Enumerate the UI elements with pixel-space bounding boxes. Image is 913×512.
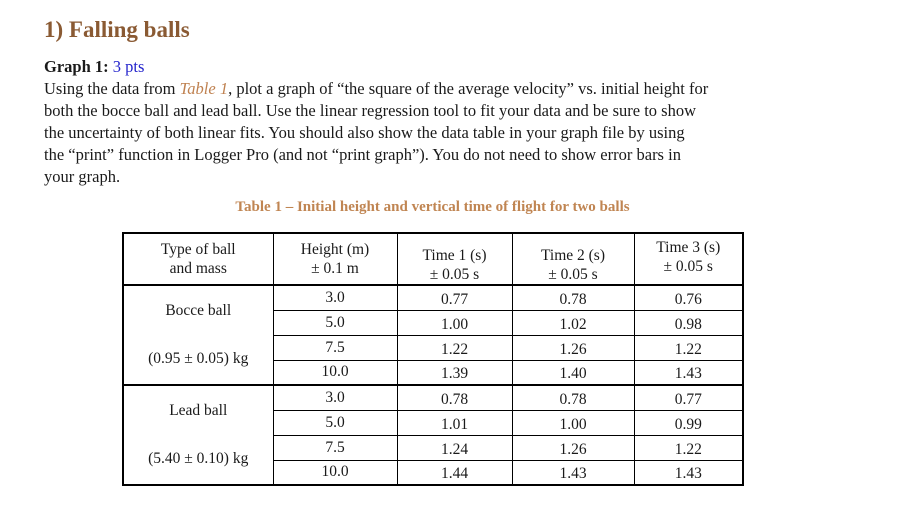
- paragraph-line-2: both the bocce ball and lead ball. Use t…: [44, 101, 697, 120]
- time3-cell: 0.98: [633, 309, 744, 336]
- height-cell: 3.0: [272, 284, 398, 311]
- paragraph-line-5: your graph.: [44, 167, 121, 186]
- time2-cell: 1.43: [511, 459, 635, 486]
- header-cell-height: Height (m) ± 0.1 m: [272, 232, 398, 286]
- table-header-row: Type of ball and mass Height (m) ± 0.1 m…: [122, 232, 744, 286]
- ball-name: Bocce ball: [165, 301, 232, 319]
- header-line: ± 0.05 s: [429, 266, 480, 283]
- time3-cell: 0.77: [633, 384, 744, 411]
- header-cell-time1: Time 1 (s) ± 0.05 s: [396, 232, 513, 286]
- height-cell: 7.5: [272, 334, 398, 361]
- instructions-block: Graph 1: 3 pts Using the data from Table…: [44, 56, 869, 188]
- time1-cell: 1.39: [396, 359, 513, 386]
- table-row: 5.0 1.01 1.00 0.99: [123, 409, 744, 436]
- time1-cell: 1.22: [396, 334, 513, 361]
- time1-cell: 0.78: [396, 384, 513, 411]
- time3-cell: 1.22: [633, 334, 744, 361]
- ball-name: Lead ball: [169, 401, 228, 419]
- section-heading: 1) Falling balls: [44, 17, 190, 42]
- height-cell: 5.0: [272, 409, 398, 436]
- header-line: ± 0.05 s: [548, 266, 598, 283]
- table-caption: Table 1 – Initial height and vertical ti…: [235, 199, 630, 215]
- data-table: Type of ball and mass Height (m) ± 0.1 m…: [122, 232, 744, 486]
- time3-cell: 0.99: [633, 409, 744, 436]
- paragraph-text: Using the data from: [44, 79, 180, 98]
- time1-cell: 1.01: [396, 409, 513, 436]
- time3-cell: 0.76: [633, 284, 744, 311]
- paragraph-line-1: Using the data from Table 1, plot a grap…: [44, 78, 869, 100]
- height-cell: 5.0: [272, 309, 398, 336]
- time1-cell: 1.24: [396, 434, 513, 461]
- time3-cell: 1.22: [633, 434, 744, 461]
- header-cell-ball-type: Type of ball and mass: [122, 232, 274, 286]
- header-line: and mass: [169, 260, 227, 277]
- table-row: 5.0 1.00 1.02 0.98: [123, 309, 744, 336]
- table-1-reference: Table 1: [179, 79, 229, 98]
- time1-cell: 1.00: [396, 309, 513, 336]
- ball-label-wrap: Bocce ball (0.95 ± 0.05) kg: [124, 287, 272, 384]
- paragraph-line-3: the uncertainty of both linear fits. You…: [44, 123, 685, 142]
- time2-cell: 1.26: [511, 434, 635, 461]
- paragraph-line-4: the “print” function in Logger Pro (and …: [44, 145, 681, 164]
- height-cell: 7.5: [272, 434, 398, 461]
- header-cell-time3: Time 3 (s) ± 0.05 s: [633, 232, 744, 286]
- ball-mass: (0.95 ± 0.05) kg: [148, 350, 249, 368]
- table-section: Table 1 – Initial height and vertical ti…: [122, 199, 744, 486]
- time2-cell: 1.26: [511, 334, 635, 361]
- time2-cell: 1.40: [511, 359, 635, 386]
- time2-cell: 0.78: [511, 384, 635, 411]
- ball-label-cell-bocce: Bocce ball (0.95 ± 0.05) kg: [122, 284, 274, 386]
- height-cell: 10.0: [272, 359, 398, 386]
- header-line: Time 1 (s): [422, 247, 487, 264]
- ball-label-wrap: Lead ball (5.40 ± 0.10) kg: [124, 387, 272, 484]
- graph-points-line: Graph 1: 3 pts: [44, 56, 869, 78]
- header-line: Type of ball: [160, 241, 236, 258]
- height-cell: 3.0: [272, 384, 398, 411]
- time2-cell: 0.78: [511, 284, 635, 311]
- time1-cell: 1.44: [396, 459, 513, 486]
- ball-mass: (5.40 ± 0.10) kg: [148, 450, 249, 468]
- header-cell-time2: Time 2 (s) ± 0.05 s: [511, 232, 635, 286]
- table-row: Bocce ball (0.95 ± 0.05) kg 3.0 0.77 0.7…: [122, 284, 744, 386]
- table-row: 10.0 1.44 1.43 1.43: [123, 459, 744, 486]
- time3-cell: 1.43: [633, 359, 744, 386]
- time2-cell: 1.02: [511, 309, 635, 336]
- header-line: ± 0.1 m: [311, 260, 359, 277]
- table-row: 10.0 1.39 1.40 1.43: [123, 359, 744, 386]
- time3-cell: 1.43: [633, 459, 744, 486]
- time1-cell: 0.77: [396, 284, 513, 311]
- header-line: ± 0.05 s: [663, 258, 713, 275]
- points-value: 3 pts: [112, 57, 145, 76]
- ball-label-cell-lead: Lead ball (5.40 ± 0.10) kg: [122, 384, 274, 486]
- table-row: 7.5 1.22 1.26 1.22: [123, 334, 744, 361]
- table-row: Lead ball (5.40 ± 0.10) kg 3.0 0.78 0.78…: [122, 384, 744, 486]
- time2-cell: 1.00: [511, 409, 635, 436]
- header-line: Height (m): [300, 241, 370, 258]
- header-line: Time 2 (s): [540, 247, 606, 264]
- table-row: 7.5 1.24 1.26 1.22: [123, 434, 744, 461]
- header-line: Time 3 (s): [656, 239, 721, 256]
- height-cell: 10.0: [272, 459, 398, 486]
- graph-label: Graph 1:: [44, 57, 109, 76]
- paragraph-text: , plot a graph of “the square of the ave…: [228, 79, 709, 98]
